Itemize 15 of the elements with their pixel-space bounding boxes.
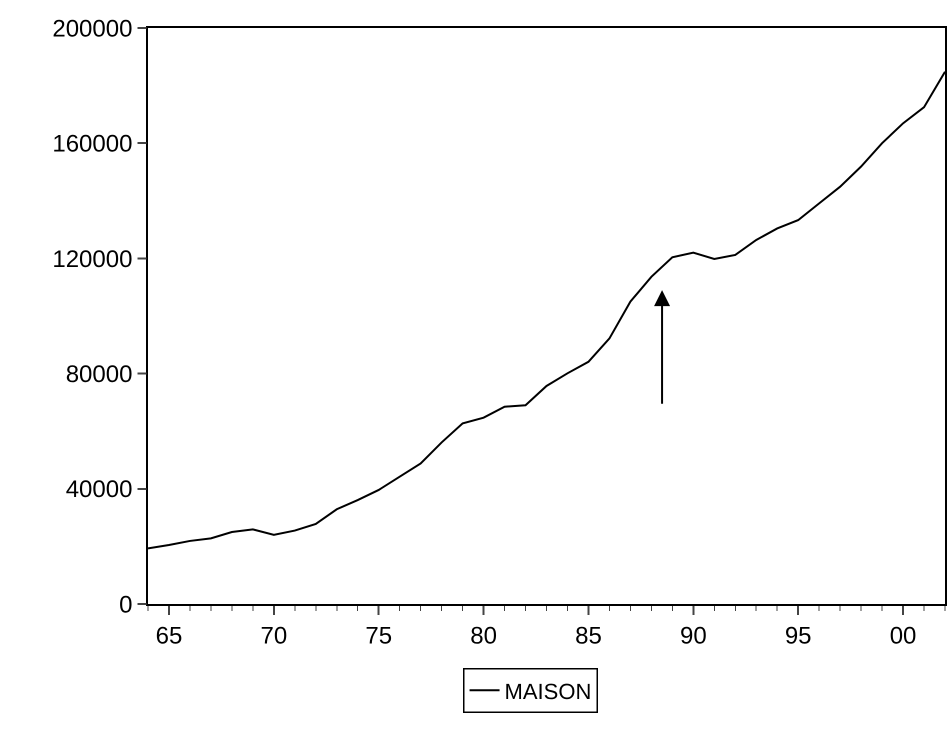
x-tick-label: 75 [365,622,392,650]
x-tick-label: 70 [260,622,288,650]
y-tick-label: 200000 [52,15,132,42]
x-tick-label: 65 [156,622,182,650]
y-tick-label: 80000 [66,361,132,388]
y-tick-label: 0 [119,591,132,618]
y-tick-label: 160000 [52,130,132,158]
x-tick-label: 95 [784,622,812,650]
x-tick-label: 85 [575,622,602,650]
x-tick-label: 90 [680,622,707,650]
y-tick-label: 120000 [52,246,132,273]
x-tick-label: 80 [470,622,497,650]
x-tick-label: 00 [890,622,916,650]
y-tick-label: 40000 [66,476,132,504]
legend-label: MAISON [504,678,592,704]
